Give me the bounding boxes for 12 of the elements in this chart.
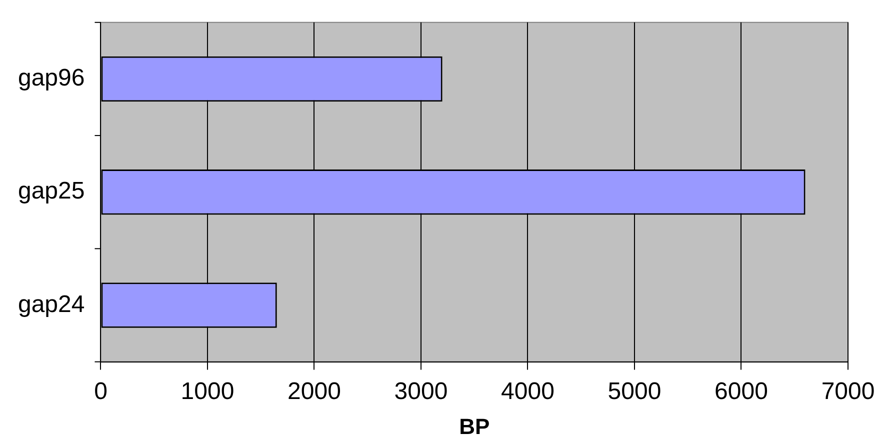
x-tick-label: 4000 [501, 378, 554, 405]
x-tick-label: 0 [94, 378, 108, 405]
x-tick-label: 1000 [180, 378, 234, 405]
y-tick-label: gap96 [18, 64, 85, 92]
x-tick-label: 5000 [608, 378, 662, 405]
y-tick-label: gap25 [18, 178, 85, 205]
x-tick-label: 7000 [821, 378, 875, 405]
x-axis-title: BP [459, 414, 490, 439]
x-tick-label: 2000 [288, 378, 341, 405]
x-tick-label: 3000 [394, 378, 448, 405]
x-tick-label: 6000 [714, 378, 768, 405]
y-tick-label: gap24 [18, 290, 85, 318]
